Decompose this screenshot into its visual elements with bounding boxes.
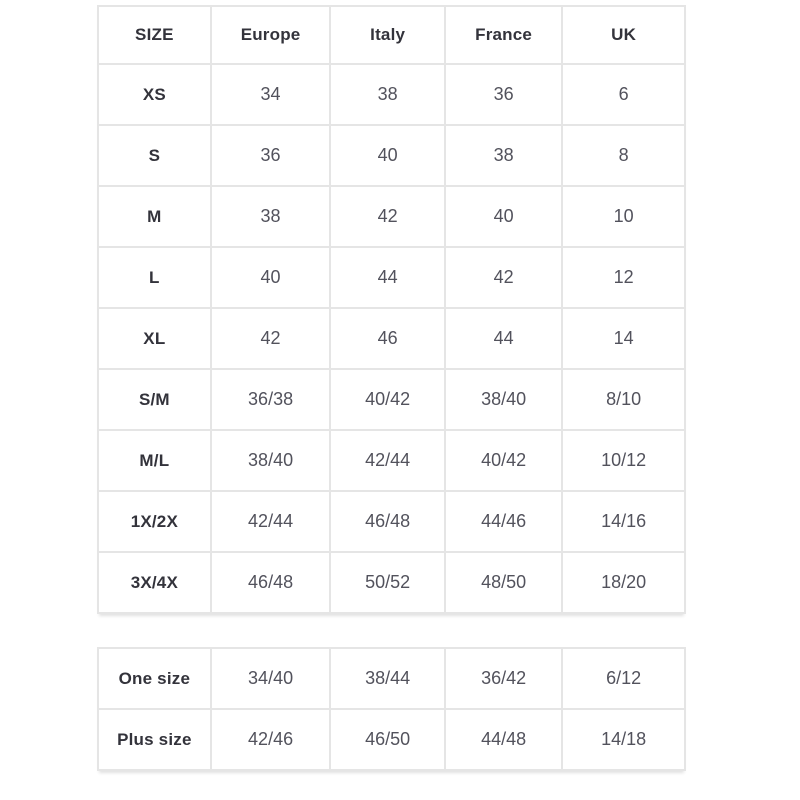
size-value-cell: 36 [209,124,332,187]
size-row-3x4x: 3X/4X 46/48 50/52 48/50 18/20 [97,551,686,614]
size-value-cell: 46/48 [329,490,446,553]
size-value-cell: 36/42 [443,647,564,710]
size-value-cell: 14/18 [561,708,686,771]
size-value-cell: 42 [443,246,564,309]
size-label-cell: XL [97,307,212,370]
size-label-cell: One size [97,647,212,710]
column-header-uk: UK [561,5,686,65]
size-value-cell: 18/20 [561,551,686,614]
size-value-cell: 8 [561,124,686,187]
size-row-m: M 38 42 40 10 [97,185,686,248]
size-row-s: S 36 40 38 8 [97,124,686,187]
size-value-cell: 44 [443,307,564,370]
size-value-cell: 42/44 [209,490,332,553]
size-value-cell: 46 [329,307,446,370]
size-value-cell: 44 [329,246,446,309]
size-label-cell: XS [97,63,212,126]
size-value-cell: 46/48 [209,551,332,614]
column-header-italy: Italy [329,5,446,65]
size-label-cell: M/L [97,429,212,492]
size-value-cell: 44/48 [443,708,564,771]
size-value-cell: 38/40 [443,368,564,431]
size-value-cell: 40 [443,185,564,248]
size-value-cell: 34/40 [209,647,332,710]
size-row-plus-size: Plus size 42/46 46/50 44/48 14/18 [97,708,686,771]
size-value-cell: 10 [561,185,686,248]
size-conversion-table: SIZE Europe Italy France UK XS 34 38 36 … [97,5,686,614]
size-row-xs: XS 34 38 36 6 [97,63,686,126]
size-row-xl: XL 42 46 44 14 [97,307,686,370]
size-label-cell: 3X/4X [97,551,212,614]
size-value-cell: 50/52 [329,551,446,614]
size-value-cell: 14 [561,307,686,370]
size-value-cell: 12 [561,246,686,309]
size-value-cell: 38 [443,124,564,187]
size-value-cell: 44/46 [443,490,564,553]
size-value-cell: 42/46 [209,708,332,771]
special-sizes-table: One size 34/40 38/44 36/42 6/12 Plus siz… [97,647,686,771]
size-value-cell: 42/44 [329,429,446,492]
size-value-cell: 6/12 [561,647,686,710]
size-value-cell: 38 [329,63,446,126]
size-value-cell: 10/12 [561,429,686,492]
column-header-france: France [443,5,564,65]
size-label-cell: M [97,185,212,248]
size-value-cell: 8/10 [561,368,686,431]
size-value-cell: 38/44 [329,647,446,710]
size-row-one-size: One size 34/40 38/44 36/42 6/12 [97,647,686,710]
size-value-cell: 38/40 [209,429,332,492]
size-row-1x2x: 1X/2X 42/44 46/48 44/46 14/16 [97,490,686,553]
size-label-cell: L [97,246,212,309]
column-header-europe: Europe [209,5,332,65]
size-value-cell: 38 [209,185,332,248]
column-header-size: SIZE [97,5,212,65]
size-label-cell: 1X/2X [97,490,212,553]
size-value-cell: 14/16 [561,490,686,553]
size-value-cell: 6 [561,63,686,126]
size-value-cell: 46/50 [329,708,446,771]
table-header-row: SIZE Europe Italy France UK [97,5,686,65]
size-value-cell: 40/42 [329,368,446,431]
size-row-sm: S/M 36/38 40/42 38/40 8/10 [97,368,686,431]
size-value-cell: 42 [209,307,332,370]
size-conversion-page: SIZE Europe Italy France UK XS 34 38 36 … [97,5,686,771]
size-label-cell: S/M [97,368,212,431]
size-value-cell: 48/50 [443,551,564,614]
size-value-cell: 42 [329,185,446,248]
size-row-ml: M/L 38/40 42/44 40/42 10/12 [97,429,686,492]
size-value-cell: 40 [329,124,446,187]
size-value-cell: 40/42 [443,429,564,492]
size-label-cell: Plus size [97,708,212,771]
size-label-cell: S [97,124,212,187]
size-value-cell: 40 [209,246,332,309]
size-value-cell: 36 [443,63,564,126]
size-row-l: L 40 44 42 12 [97,246,686,309]
size-value-cell: 34 [209,63,332,126]
size-value-cell: 36/38 [209,368,332,431]
